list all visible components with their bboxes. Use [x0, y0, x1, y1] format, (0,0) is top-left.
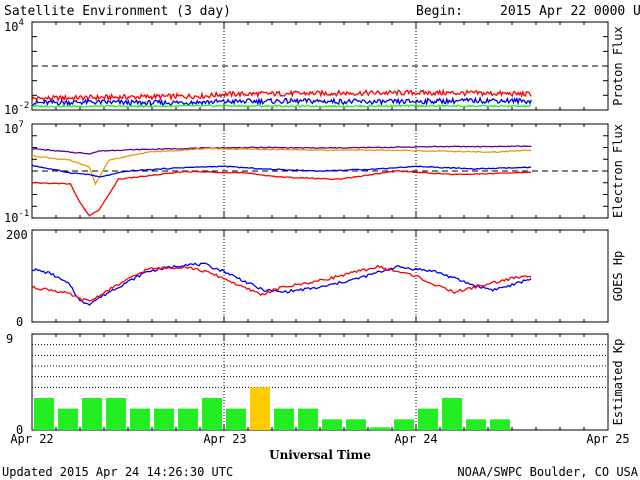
y-tick-label-bottom: 10-1 [4, 209, 29, 225]
y-axis-label: Proton Flux [611, 26, 625, 105]
kp-bar [322, 419, 342, 430]
y-tick-label-top: 200 [6, 228, 28, 242]
x-tick-label-apr23: Apr 23 [203, 432, 246, 446]
kp-bar [226, 408, 246, 430]
series-line-purple [31, 145, 532, 155]
y-tick-label-bottom: 10-2 [4, 101, 29, 117]
kp-bar [298, 408, 318, 430]
y-tick-label-bottom: 0 [16, 423, 23, 437]
series-line-blue [31, 96, 532, 107]
series-line-red [31, 88, 532, 103]
begin-label: Begin: [416, 4, 463, 19]
kp-bar [442, 398, 462, 430]
series-line-blue [31, 262, 532, 306]
kp-bar [178, 408, 198, 430]
panel-2: 107 10-1 Electron Flux [4, 120, 625, 225]
credit-text: NOAA/SWPC Boulder, CO USA [457, 465, 638, 479]
x-tick-label-apr25: Apr 25 [586, 432, 629, 446]
kp-bar [154, 408, 174, 430]
x-axis-label: Universal Time [269, 448, 371, 462]
chart-title: Satellite Environment (3 day) [4, 4, 231, 19]
x-tick-label-apr24: Apr 24 [394, 432, 437, 446]
kp-bar [202, 398, 222, 430]
series-line-green [31, 104, 532, 109]
y-tick-label-bottom-exp: -1 [18, 209, 29, 219]
series-line-red [31, 170, 532, 217]
y-axis-label: Electron Flux [611, 124, 625, 218]
begin-value: 2015 Apr 22 0000 UTC [500, 4, 640, 19]
series-line-blue [31, 164, 532, 178]
y-axis-label: GOES Hp [611, 251, 625, 302]
kp-bar [418, 408, 438, 430]
series-line-orange [31, 147, 532, 186]
y-axis-label: Estimated Kp [611, 339, 625, 426]
panel-4: 9 0 Estimated Kp [6, 332, 625, 437]
y-tick-label-top: 107 [4, 120, 24, 136]
kp-bar [250, 387, 270, 430]
kp-bar [58, 408, 78, 430]
updated-timestamp: Updated 2015 Apr 24 14:26:30 UTC [2, 465, 233, 479]
kp-bar [490, 419, 510, 430]
x-tick-label-apr22: Apr 22 [10, 432, 53, 446]
panel-3: 200 0 GOES Hp [6, 228, 625, 329]
series-line-red [31, 264, 532, 302]
kp-bar [106, 398, 126, 430]
y-tick-label-top: 9 [6, 332, 13, 346]
y-tick-label-bottom-exp: -2 [18, 101, 29, 111]
kp-bar [274, 408, 294, 430]
y-tick-label-top: 104 [4, 18, 24, 34]
kp-bar [394, 419, 414, 430]
y-tick-label-top-exp: 7 [18, 120, 23, 130]
kp-bar [370, 427, 390, 430]
y-tick-label-bottom: 0 [16, 315, 23, 329]
y-tick-label-top-exp: 4 [18, 18, 23, 28]
panel-1: 104 10-2 Proton Flux [4, 18, 625, 117]
kp-bar [82, 398, 102, 430]
kp-bar [130, 408, 150, 430]
kp-bar [346, 419, 366, 430]
kp-bar [34, 398, 54, 430]
kp-bar [466, 419, 486, 430]
plots: 104 10-2 Proton Flux 107 10-1 Electron Flux 20… [4, 18, 625, 437]
panel-frames [31, 21, 609, 431]
